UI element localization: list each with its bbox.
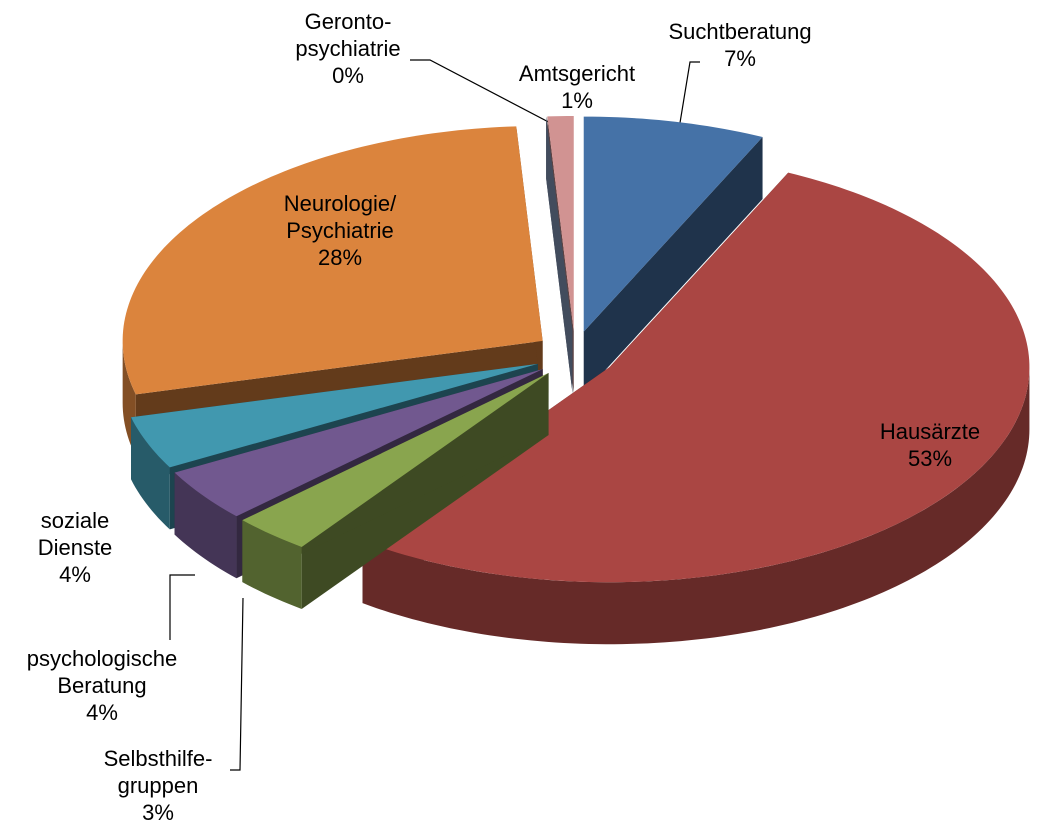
slice-top [362, 172, 1030, 583]
value-label: 4% [86, 700, 118, 725]
slice-label: psychologische Beratung 4% [27, 645, 177, 726]
category-name: Selbsthilfe- gruppen [103, 746, 213, 798]
slice-label: soziale Dienste 4% [38, 507, 113, 588]
leader-lines [169, 59, 700, 771]
category-name: Suchtberatung [668, 19, 812, 44]
slice-label: Selbsthilfe- gruppen 3% [104, 745, 213, 826]
leader-line [230, 597, 244, 771]
slice-label: Geronto- psychiatrie 0% [295, 8, 400, 89]
slice-label: Hausärzte 53% [880, 418, 980, 472]
value-label: 28% [317, 245, 363, 270]
value-label: 3% [142, 800, 174, 825]
category-name: Neurologie/ Psychiatrie [283, 191, 397, 243]
leader-line [410, 59, 561, 129]
value-label: 0% [332, 63, 364, 88]
slice-label: Amtsgericht 1% [519, 60, 635, 114]
category-name: Geronto- psychiatrie [295, 9, 401, 61]
category-name: Amtsgericht [518, 61, 636, 86]
value-label: 1% [561, 88, 593, 113]
slice-top [583, 116, 763, 332]
category-name: soziale Dienste [37, 508, 113, 560]
slice-side-wall [131, 363, 538, 480]
slice [546, 116, 573, 394]
slice-outer-wall [174, 472, 237, 579]
slice-side-wall [546, 116, 573, 394]
value-label: 7% [724, 46, 756, 71]
slice [362, 172, 1030, 645]
slice [583, 116, 763, 394]
slice-side-wall [583, 137, 763, 394]
slice-top [131, 363, 538, 468]
slice-top [242, 373, 549, 547]
slice-outer-wall [362, 367, 1030, 645]
slice-outer-wall [131, 417, 170, 530]
category-name: psychologische Beratung [26, 646, 178, 698]
slice-label: Neurologie/ Psychiatrie 28% [284, 190, 397, 271]
slice-outer-wall [242, 520, 302, 609]
slice-top [122, 126, 543, 395]
category-name: Hausärzte [879, 419, 981, 444]
value-label: 53% [907, 446, 953, 471]
leader-line [677, 61, 700, 136]
slice-top [547, 116, 574, 332]
slice-label: Suchtberatung 7% [668, 18, 811, 72]
leader-line [169, 574, 195, 640]
value-label: 4% [59, 562, 91, 587]
slice [242, 373, 549, 609]
slice-top [174, 369, 543, 517]
